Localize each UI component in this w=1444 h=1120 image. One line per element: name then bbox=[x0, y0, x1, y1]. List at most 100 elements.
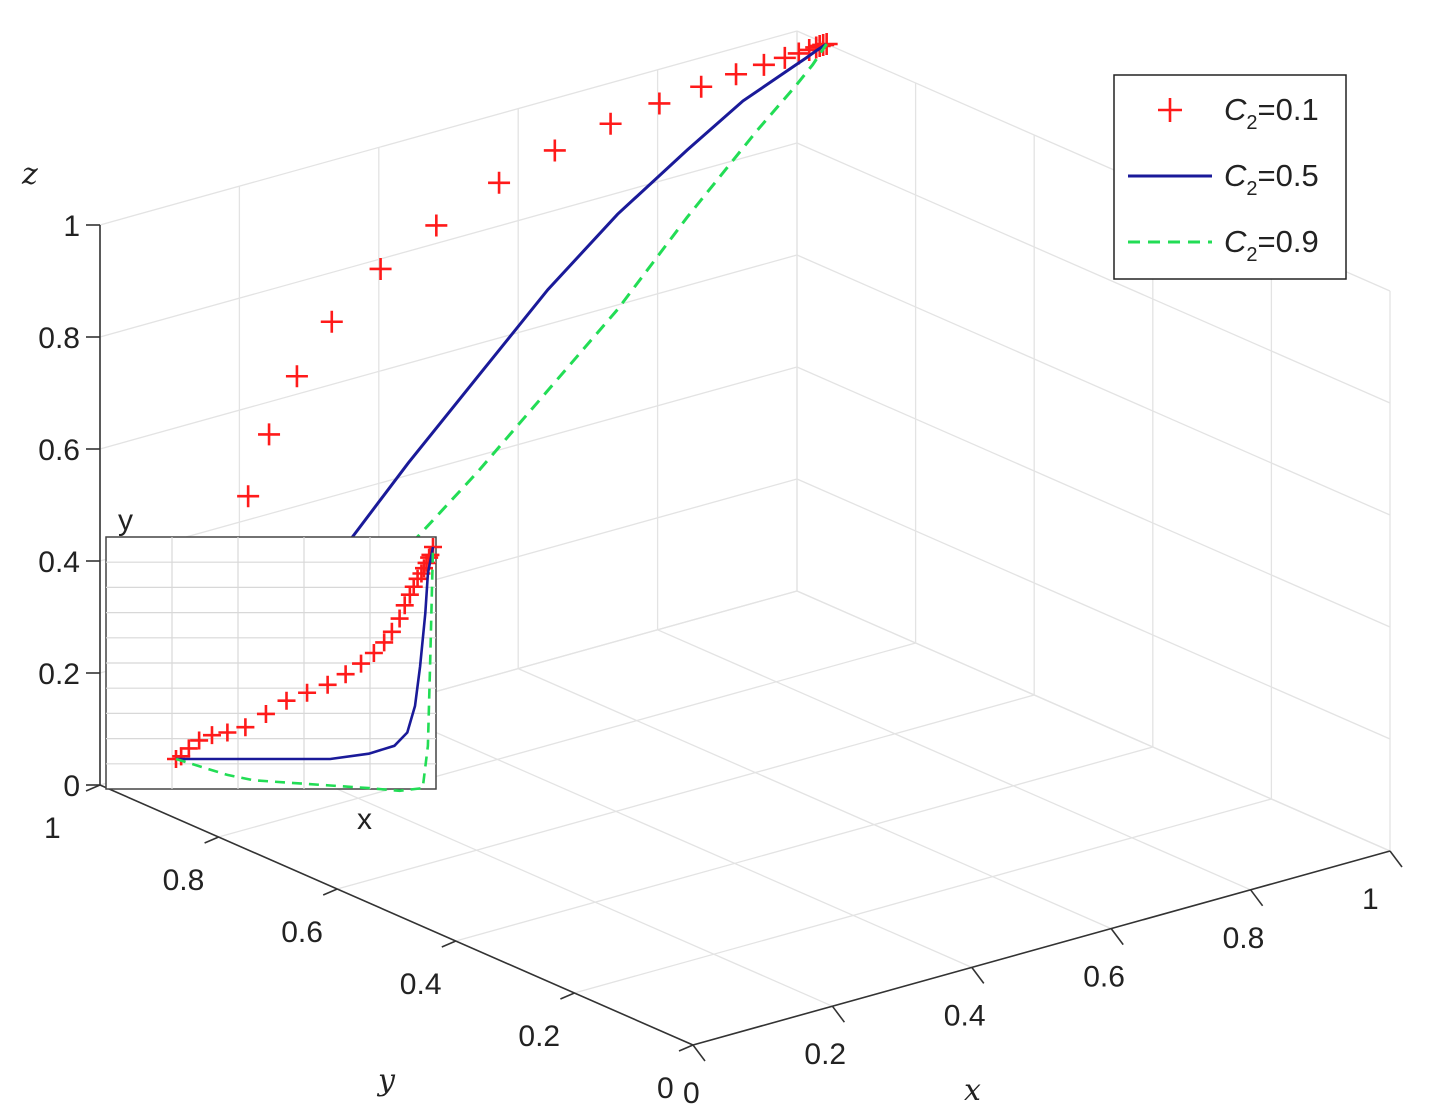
y-tick-label: 0.8 bbox=[163, 864, 205, 897]
series-c2-0-1-marker bbox=[815, 33, 838, 55]
series-c2-0-1-marker bbox=[320, 310, 343, 333]
inset-c2-0-1-marker bbox=[395, 596, 414, 615]
series-c2-0-1-marker bbox=[488, 171, 511, 194]
backwall-grid-line-z bbox=[99, 30, 798, 226]
z-tick-label: 0 bbox=[63, 770, 80, 803]
z-tick-label: 0.2 bbox=[38, 658, 80, 691]
series-c2-0-1-marker bbox=[237, 485, 260, 508]
y-axis-line bbox=[99, 784, 694, 1046]
x-tick-label: 0.6 bbox=[1083, 961, 1125, 994]
floor-grid-line-x bbox=[378, 706, 973, 968]
series-c2-0-9-line bbox=[163, 43, 828, 779]
inset-plot: y x bbox=[105, 504, 442, 836]
floor-grid-line-y bbox=[337, 694, 1035, 890]
sidewall-grid-line-z bbox=[796, 254, 1391, 516]
series-c2-0-1-marker bbox=[690, 75, 713, 98]
x-tick-label: 1 bbox=[1362, 883, 1379, 916]
sidewall-grid-line-z bbox=[796, 142, 1391, 404]
series-c2-0-1-marker bbox=[425, 214, 448, 237]
series-c2-0-1-marker bbox=[752, 53, 775, 76]
z-tick-label: 0.4 bbox=[38, 546, 80, 579]
x-tick-label: 0 bbox=[683, 1077, 700, 1110]
y-tick-mark bbox=[560, 992, 575, 1000]
z-axis-label: z bbox=[21, 157, 38, 192]
y-tick-mark bbox=[322, 888, 338, 896]
floor-grid-line-y bbox=[218, 642, 916, 838]
sidewall-grid-line-z bbox=[796, 590, 1391, 852]
inset-c2-0-1-marker bbox=[400, 585, 419, 604]
y-tick-mark bbox=[441, 940, 457, 948]
x-tick-mark bbox=[971, 966, 985, 984]
series-c2-0-1-marker bbox=[369, 257, 392, 280]
z-tick-label: 0.6 bbox=[38, 434, 80, 467]
inset-c2-0-1-marker bbox=[202, 726, 221, 745]
x-axis-line bbox=[692, 850, 1391, 1046]
inset-c2-0-1-marker bbox=[179, 739, 198, 758]
x-tick-mark bbox=[1110, 928, 1124, 946]
inset-c2-0-1-marker bbox=[298, 683, 317, 702]
inset-c2-0-9-line bbox=[175, 546, 435, 793]
y-tick-label: 0.4 bbox=[400, 968, 442, 1001]
inset-c2-0-1-marker bbox=[256, 704, 275, 723]
inset-c2-0-1-marker bbox=[404, 577, 423, 596]
sidewall-grid-line-z bbox=[796, 366, 1391, 628]
y-tick-mark bbox=[678, 1044, 694, 1052]
inset-c2-0-1-marker bbox=[236, 718, 255, 737]
inset-c2-0-1-marker bbox=[382, 622, 401, 641]
z-tick-label: 0.8 bbox=[38, 322, 80, 355]
inset-c2-0-1-marker bbox=[218, 723, 237, 742]
legend-label: C2=0.9 bbox=[1224, 224, 1319, 266]
floor-grid-line-x bbox=[657, 629, 1251, 891]
inset-c2-0-1-marker bbox=[277, 691, 296, 710]
inset-c2-0-1-marker bbox=[190, 731, 209, 750]
x-axis-label: x bbox=[964, 1073, 981, 1108]
x-tick-label: 0.2 bbox=[804, 1038, 846, 1071]
y-tick-label: 0.6 bbox=[281, 916, 323, 949]
backwall-grid-line-z bbox=[99, 366, 798, 562]
inset-c2-0-5-line bbox=[176, 546, 435, 761]
series-c2-0-1-marker bbox=[285, 365, 308, 388]
y-tick-mark bbox=[204, 836, 219, 844]
series-c2-0-1-marker bbox=[648, 92, 671, 115]
series-c2-0-1-marker bbox=[773, 46, 796, 69]
legend-items: C2=0.1 C2=0.5 C2=0.9 bbox=[1128, 92, 1319, 266]
x-tick-mark bbox=[831, 1005, 846, 1023]
backwall-grid-line-z bbox=[99, 254, 798, 450]
legend-marker-c2-0-1 bbox=[1158, 98, 1182, 122]
inset-c2-0-1-marker bbox=[318, 675, 337, 694]
legend: C2=0.1 C2=0.5 C2=0.9 bbox=[1113, 74, 1347, 280]
x-tick-label: 0.8 bbox=[1223, 922, 1265, 955]
backwall-grid-line-z bbox=[99, 142, 798, 338]
series-c2-0-1-marker bbox=[787, 42, 810, 65]
series-c2-0-1-marker bbox=[543, 139, 566, 162]
y-tick-mark bbox=[85, 784, 101, 792]
legend-label: C2=0.1 bbox=[1224, 92, 1319, 134]
inset-c2-0-1-marker bbox=[336, 665, 355, 684]
inset-c2-0-1-marker bbox=[172, 747, 191, 766]
y-tick-label: 0.2 bbox=[518, 1020, 560, 1053]
y-tick-label: 0 bbox=[657, 1072, 674, 1105]
series-c2-0-1-marker bbox=[725, 63, 748, 86]
inset-y-label: y bbox=[118, 504, 133, 537]
inset-series bbox=[167, 538, 442, 793]
x-tick-mark bbox=[1249, 889, 1264, 907]
z-tick-label: 1 bbox=[63, 210, 80, 243]
y-tick-label: 1 bbox=[44, 812, 61, 845]
inset-c2-0-1-marker bbox=[375, 633, 394, 652]
floor-grid-line-y bbox=[574, 798, 1272, 994]
x-tick-mark bbox=[1389, 850, 1403, 868]
inset-c2-0-1-marker bbox=[352, 654, 371, 673]
sidewall-grid-line-z bbox=[796, 478, 1391, 740]
series-c2-0-1-marker bbox=[258, 423, 281, 446]
inset-grid-lines bbox=[106, 537, 436, 789]
axis-ticks: 0000.20.20.20.40.40.40.60.60.60.80.80.81… bbox=[38, 210, 1403, 1110]
x-tick-mark bbox=[692, 1044, 706, 1062]
legend-label: C2=0.5 bbox=[1224, 158, 1319, 200]
inset-c2-0-1-marker bbox=[390, 609, 409, 628]
inset-x-label: x bbox=[357, 803, 372, 836]
series-c2-0-1-marker bbox=[599, 112, 622, 135]
x-tick-label: 0.4 bbox=[944, 999, 986, 1032]
inset-c2-0-1-marker bbox=[364, 644, 383, 662]
floor-grid-line-y bbox=[455, 746, 1153, 942]
